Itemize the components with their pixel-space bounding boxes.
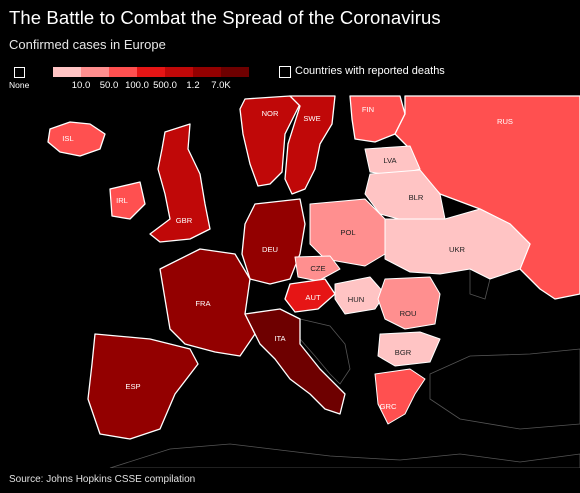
label-fra: FRA — [195, 299, 211, 308]
label-ita: ITA — [274, 334, 286, 343]
legend-tick-1: 50.0 — [99, 80, 119, 91]
legend-swatch-3 — [137, 67, 165, 77]
label-rou: ROU — [400, 309, 417, 318]
country-esp[interactable] — [87, 333, 199, 440]
country-deu[interactable] — [241, 198, 306, 285]
country-grc[interactable] — [374, 368, 426, 425]
country-ita[interactable] — [244, 308, 346, 415]
legend-swatch-5 — [193, 67, 221, 77]
country-fin[interactable] — [349, 95, 406, 143]
country-isl[interactable] — [47, 121, 106, 157]
country-ukr[interactable] — [384, 208, 531, 280]
land-turkey — [429, 348, 580, 430]
label-esp: ESP — [125, 382, 140, 391]
legend-tick-3: 500.0 — [153, 80, 177, 91]
source-note: Source: Johns Hopkins CSSE compilation — [9, 474, 196, 485]
label-irl: IRL — [116, 196, 128, 205]
label-nor: NOR — [262, 109, 279, 118]
label-fin: FIN — [362, 105, 374, 114]
country-aut[interactable] — [284, 278, 336, 313]
legend-tick-4: 1.2 — [186, 80, 200, 91]
country-fra[interactable] — [159, 248, 256, 357]
label-rus: RUS — [497, 117, 513, 126]
legend-tick-5: 7.0K — [211, 80, 231, 91]
legend-deaths-label: Countries with reported deaths — [295, 65, 445, 77]
label-pol: POL — [340, 228, 355, 237]
label-bgr: BGR — [395, 348, 412, 357]
label-ukr: UKR — [449, 245, 466, 254]
label-blr: BLR — [409, 193, 424, 202]
legend-swatch-2 — [109, 67, 137, 77]
land-balkans-west — [299, 318, 351, 385]
legend: None 10.0 50.0 100.0 500.0 1.2 7.0K Countries… — [9, 65, 569, 96]
legend-swatch-1 — [81, 67, 109, 77]
legend-swatch-4 — [165, 67, 193, 77]
label-aut: AUT — [305, 293, 321, 302]
label-isl: ISL — [62, 134, 73, 143]
label-gbr: GBR — [176, 216, 193, 225]
label-hun: HUN — [348, 295, 364, 304]
country-bgr[interactable] — [377, 331, 441, 367]
legend-swatch-6 — [221, 67, 249, 77]
chart-title: The Battle to Combat the Spread of the C… — [9, 7, 441, 28]
land-north-africa — [109, 443, 580, 468]
country-cze[interactable] — [294, 255, 341, 282]
legend-deaths-swatch — [279, 66, 291, 78]
label-deu: DEU — [262, 245, 278, 254]
country-gbr[interactable] — [149, 123, 211, 243]
chart-subtitle: Confirmed cases in Europe — [9, 37, 166, 52]
europe-map: ISL NOR SWE FIN RUS LVA BLR IRL GBR DEU … — [47, 95, 580, 468]
legend-tick-0: 10.0 — [71, 80, 91, 91]
legend-none-label: None — [9, 80, 30, 90]
country-irl[interactable] — [109, 181, 146, 220]
country-hun[interactable] — [334, 276, 386, 315]
country-rou[interactable] — [377, 276, 441, 330]
legend-tick-2: 100.0 — [125, 80, 149, 91]
country-swe[interactable] — [284, 95, 336, 195]
label-lva: LVA — [383, 156, 397, 165]
country-pol[interactable] — [309, 198, 386, 267]
label-cze: CZE — [310, 264, 325, 273]
label-grc: GRC — [380, 402, 397, 411]
legend-swatch-0 — [53, 67, 81, 77]
legend-none-swatch — [14, 67, 25, 78]
label-swe: SWE — [303, 114, 320, 123]
